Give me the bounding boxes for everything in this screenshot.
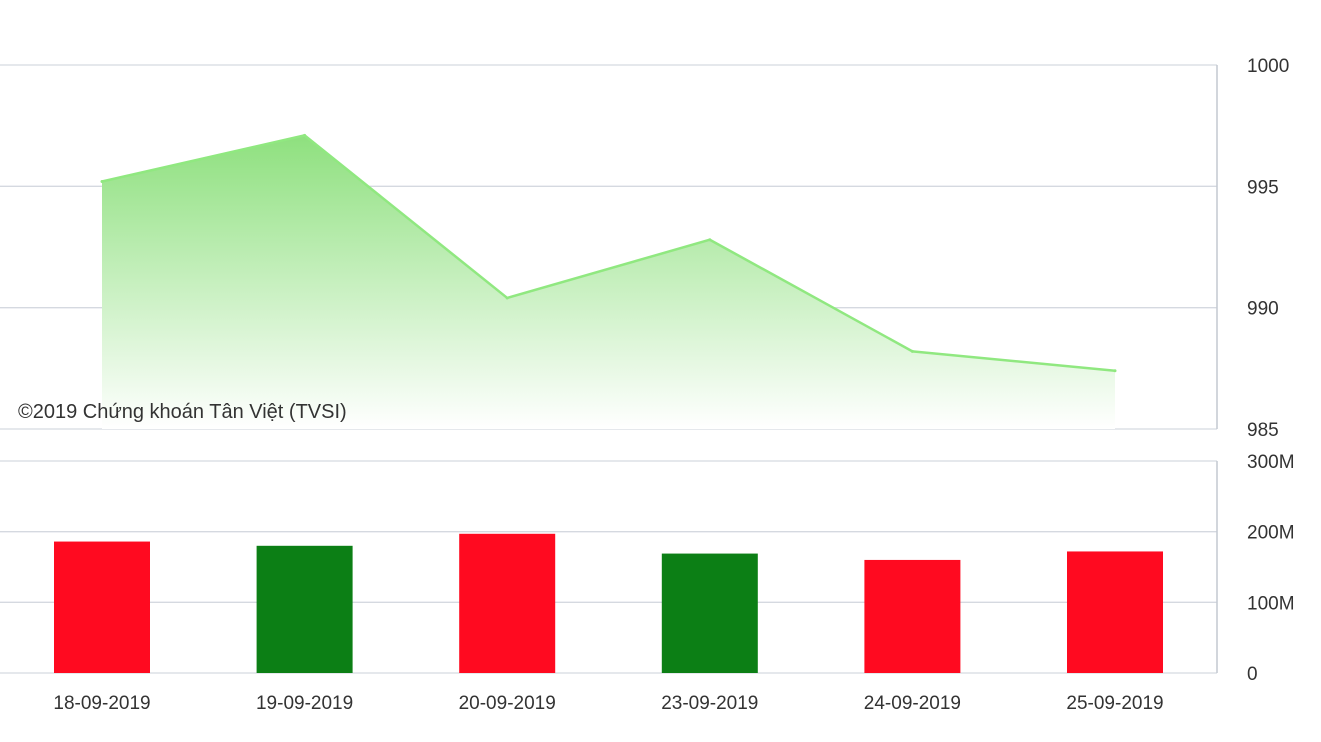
price-area-fill <box>102 135 1115 429</box>
price-point[interactable] <box>505 296 509 300</box>
price-line <box>101 134 1116 373</box>
price-tick-label: 990 <box>1247 299 1279 320</box>
date-tick-label: 20-09-2019 <box>459 693 556 714</box>
copyright-notice: ©2019 Chứng khoán Tân Việt (TVSI) <box>18 401 347 423</box>
date-tick-label: 23-09-2019 <box>661 693 758 714</box>
price-point[interactable] <box>100 179 104 183</box>
volume-bar[interactable] <box>1067 551 1163 673</box>
price-y-axis: 1000 995 990 985 <box>1247 56 1289 441</box>
volume-grid <box>0 460 1218 674</box>
volume-bar[interactable] <box>54 541 150 673</box>
price-point[interactable] <box>910 349 914 353</box>
volume-tick-label: 100M <box>1247 593 1295 614</box>
volume-y-axis: 300M 200M 100M 0 <box>1247 452 1295 685</box>
price-area <box>100 133 1117 429</box>
volume-bars <box>54 533 1163 673</box>
volume-bar[interactable] <box>459 533 556 673</box>
price-point[interactable] <box>303 133 307 137</box>
date-tick-label: 18-09-2019 <box>53 693 150 714</box>
date-tick-label: 19-09-2019 <box>256 693 353 714</box>
volume-bar[interactable] <box>864 559 961 673</box>
date-tick-label: 24-09-2019 <box>864 693 961 714</box>
volume-tick-label: 200M <box>1247 523 1295 544</box>
price-tick-label: 995 <box>1247 177 1279 198</box>
volume-tick-label: 0 <box>1247 664 1258 685</box>
date-tick-label: 25-09-2019 <box>1066 693 1163 714</box>
volume-tick-label: 300M <box>1247 452 1295 473</box>
volume-bar[interactable] <box>256 545 353 673</box>
price-point[interactable] <box>708 238 712 242</box>
price-tick-label: 1000 <box>1247 56 1289 77</box>
price-point[interactable] <box>1113 369 1117 373</box>
date-axis: 18-09-2019 19-09-2019 20-09-2019 23-09-2019… <box>53 693 1163 714</box>
price-tick-label: 985 <box>1247 420 1279 441</box>
volume-bar[interactable] <box>661 553 758 673</box>
